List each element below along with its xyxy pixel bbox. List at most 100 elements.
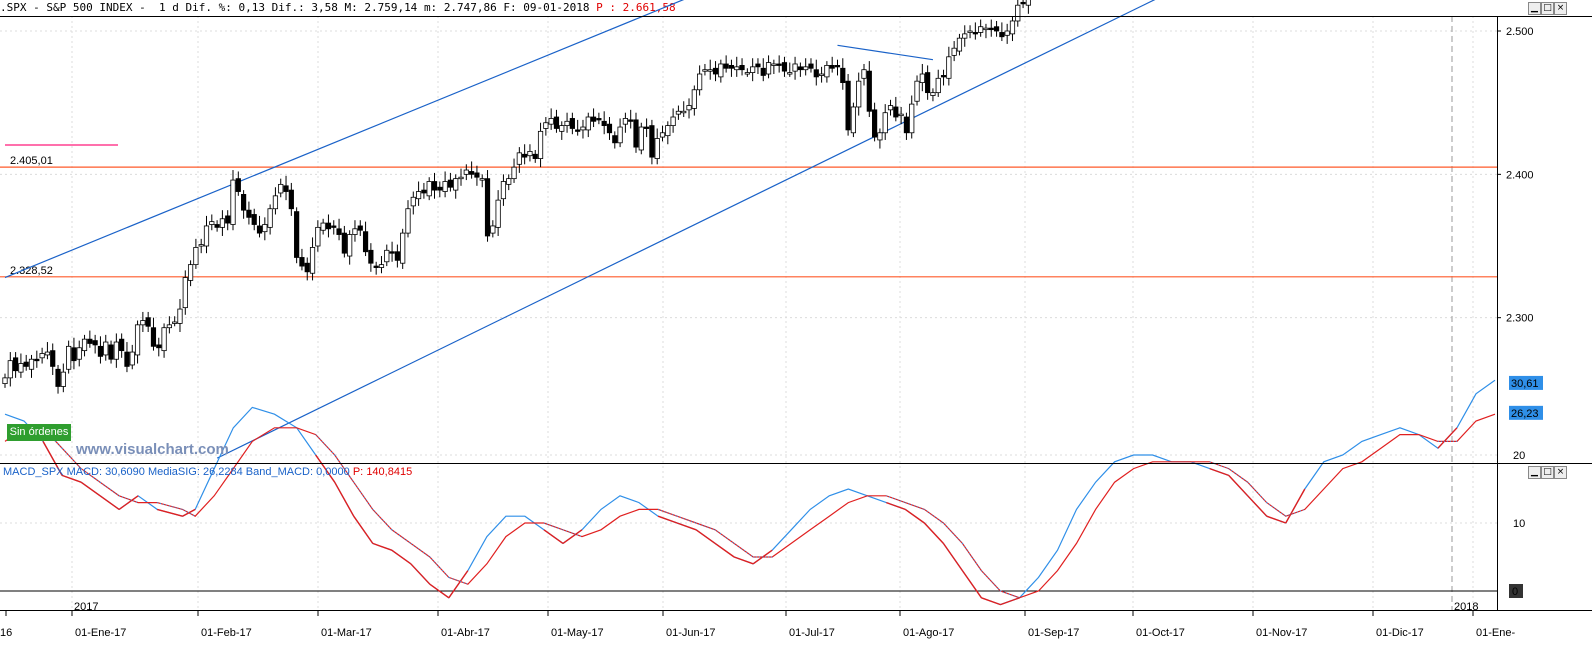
candle-body — [71, 347, 77, 362]
candle-body — [203, 225, 210, 247]
candle-body — [750, 66, 756, 73]
candles — [2, 0, 1031, 394]
candle-body — [484, 178, 491, 237]
candle-body — [1009, 20, 1016, 35]
macd-bear-segment — [714, 542, 735, 558]
candle-body — [267, 208, 273, 228]
maximize-button[interactable]: □ — [1541, 2, 1554, 15]
macd-bear-segment — [1209, 467, 1229, 477]
y-tick-label: 2.400 — [1506, 169, 1534, 181]
candle-body — [893, 106, 899, 118]
candle-body — [718, 63, 724, 78]
candle-body — [182, 277, 188, 309]
signal-bear-segment — [410, 542, 431, 558]
signal-bear-segment — [353, 481, 374, 510]
p-value: 140,8415 — [366, 466, 413, 478]
candle-body — [866, 70, 872, 112]
candle-body — [744, 72, 750, 75]
candle-body — [341, 232, 347, 254]
signal-bear-segment — [562, 529, 583, 538]
macd-tick-label: 20 — [1513, 450, 1525, 462]
p-label: P: — [352, 466, 364, 478]
candle-body — [463, 169, 469, 175]
macd-bear-segment — [961, 570, 982, 599]
year-label: 2018 — [1454, 601, 1478, 613]
macd-minimize-button[interactable]: ▁ — [1528, 466, 1541, 479]
macd-label: MACD: — [66, 466, 103, 478]
candle-body — [304, 262, 310, 273]
candle-body — [124, 351, 130, 367]
close-button[interactable]: × — [1554, 2, 1567, 15]
candle-body — [209, 221, 215, 225]
macd-close-button[interactable]: × — [1554, 466, 1567, 479]
dif-label: Dif.: — [271, 1, 305, 14]
candle-body — [850, 106, 856, 134]
candle-body — [633, 119, 639, 148]
candle-body — [654, 138, 660, 159]
candle-body — [506, 178, 512, 185]
candle-body — [161, 327, 167, 352]
candle-body — [262, 224, 268, 233]
candle-body — [903, 116, 910, 134]
candle-body — [681, 110, 687, 114]
candle-body — [421, 189, 427, 194]
candle-body — [28, 358, 35, 370]
band-label: Band_MACD: — [245, 466, 314, 478]
macd-bear-segment — [1437, 427, 1458, 449]
dif-pct: 0,13 — [238, 1, 265, 14]
y-tick-label: 2.500 — [1506, 26, 1534, 38]
candle-body — [628, 119, 634, 122]
candle-body — [347, 234, 353, 257]
candle-body — [288, 189, 294, 210]
candle-body — [670, 116, 676, 127]
x-tick-label: 01-Ene-17 — [75, 627, 126, 639]
candle-body — [294, 211, 300, 258]
candle-body — [34, 358, 40, 362]
candle-body — [728, 65, 735, 69]
orders-badge[interactable]: Sin órdenes — [7, 424, 71, 441]
candle-body — [877, 132, 883, 141]
macd-bear-segment — [80, 481, 101, 497]
candle-body — [675, 110, 682, 115]
candle-body — [230, 179, 236, 225]
macd-panel: 10 20 30,61 26,23 0 — [0, 375, 1543, 606]
macd-bear-segment — [657, 515, 678, 524]
candle-body — [60, 371, 66, 387]
macd-bear-segment — [543, 529, 564, 544]
candle-body — [527, 151, 533, 157]
trendline — [4, 0, 685, 279]
candle-body — [522, 153, 528, 158]
candle-body — [193, 247, 199, 266]
candle-body — [177, 308, 183, 324]
macd-maximize-button[interactable]: □ — [1541, 466, 1554, 479]
candle-body — [590, 116, 597, 122]
candle-body — [569, 118, 575, 129]
candle-body — [723, 63, 729, 69]
candle-body — [606, 123, 613, 134]
candle-body — [278, 183, 284, 194]
minimize-button[interactable]: ▁ — [1528, 2, 1541, 15]
candle-body — [246, 209, 252, 218]
candle-body — [919, 73, 925, 84]
candle-body — [81, 338, 88, 352]
candle-body — [23, 361, 29, 367]
macd-last-tag — [1509, 375, 1543, 390]
candle-body — [909, 103, 915, 134]
candle-body — [792, 63, 798, 72]
candle-body — [999, 32, 1005, 38]
candle-body — [537, 130, 544, 159]
candle-body — [951, 47, 957, 56]
year-label: 2017 — [74, 601, 98, 613]
candle-body — [803, 66, 809, 71]
candle-body — [755, 63, 761, 68]
macd-bear-segment — [676, 522, 697, 531]
signal-bear-segment — [80, 468, 101, 483]
candle-body — [1015, 4, 1021, 22]
candle-body — [76, 347, 82, 360]
grid — [0, 16, 1497, 610]
signal-value: 26,2284 — [202, 466, 243, 478]
candle-body — [872, 109, 878, 138]
candle-body — [808, 63, 814, 69]
